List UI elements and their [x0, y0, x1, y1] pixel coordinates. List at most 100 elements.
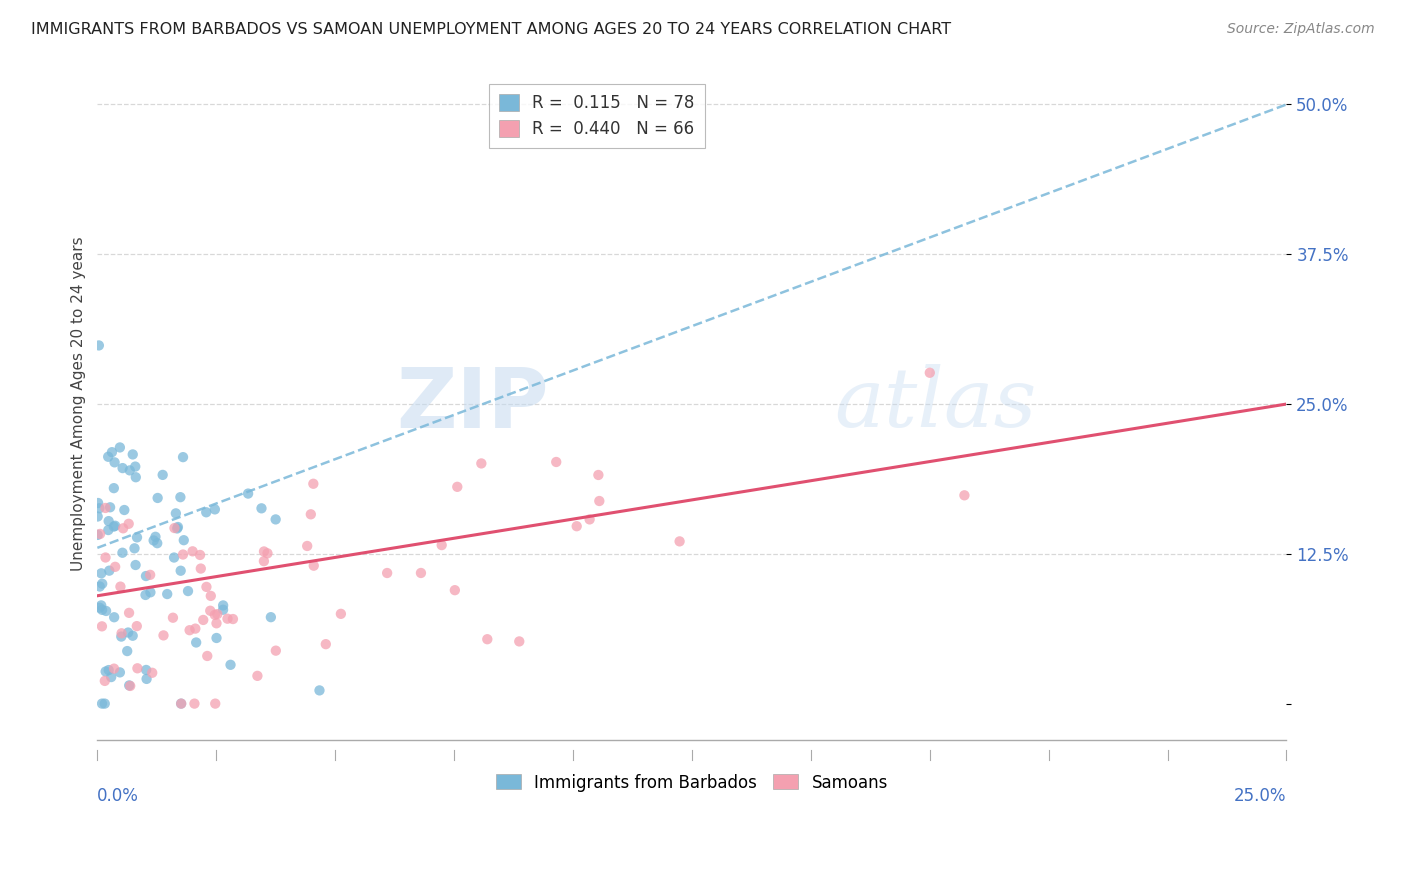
Point — [98, 564, 121, 578]
Point — [162, 611, 184, 625]
Point — [127, 661, 149, 675]
Point — [163, 550, 186, 565]
Point — [90, 566, 112, 581]
Point — [111, 546, 134, 560]
Point — [135, 569, 157, 583]
Text: IMMIGRANTS FROM BARBADOS VS SAMOAN UNEMPLOYMENT AMONG AGES 20 TO 24 YEARS CORREL: IMMIGRANTS FROM BARBADOS VS SAMOAN UNEMP… — [31, 22, 950, 37]
Point — [302, 558, 325, 573]
Point — [169, 490, 191, 504]
Point — [103, 481, 125, 495]
Point — [212, 603, 235, 617]
Point — [177, 584, 200, 599]
Point — [163, 521, 186, 535]
Point — [124, 459, 146, 474]
Text: atlas: atlas — [835, 364, 1038, 444]
Text: Source: ZipAtlas.com: Source: ZipAtlas.com — [1227, 22, 1375, 37]
Point — [588, 494, 610, 508]
Point — [565, 519, 588, 533]
Point — [94, 500, 117, 515]
Point — [124, 558, 146, 572]
Point — [172, 450, 194, 464]
Text: 0.0%: 0.0% — [97, 787, 139, 805]
Point — [110, 626, 132, 640]
Point — [108, 665, 131, 680]
Point — [87, 338, 110, 352]
Point — [205, 616, 228, 631]
Point — [260, 610, 283, 624]
Point — [302, 476, 325, 491]
Point — [91, 603, 114, 617]
Point — [142, 533, 165, 548]
Point — [477, 632, 499, 647]
Point — [205, 631, 228, 645]
Point — [110, 580, 132, 594]
Point — [124, 541, 146, 556]
Point — [120, 679, 142, 693]
Point — [112, 503, 135, 517]
Point — [125, 470, 148, 484]
Point — [117, 625, 139, 640]
Point — [170, 564, 193, 578]
Point — [89, 527, 111, 541]
Point — [546, 455, 568, 469]
Point — [183, 697, 205, 711]
Point — [219, 657, 242, 672]
Point — [409, 566, 432, 580]
Point — [97, 663, 120, 677]
Point — [86, 528, 108, 542]
Point — [186, 635, 208, 649]
Point — [90, 599, 112, 613]
Point — [588, 467, 610, 482]
Point — [91, 697, 114, 711]
Point — [86, 509, 108, 524]
Point — [100, 670, 122, 684]
Point — [89, 580, 111, 594]
Point — [91, 576, 114, 591]
Point — [103, 519, 125, 533]
Point — [188, 548, 211, 562]
Point — [87, 496, 110, 510]
Point — [446, 480, 468, 494]
Point — [104, 518, 127, 533]
Point — [94, 604, 117, 618]
Point — [256, 546, 278, 560]
Point — [166, 521, 188, 535]
Point — [375, 566, 398, 580]
Point — [121, 447, 143, 461]
Point — [200, 589, 222, 603]
Point — [94, 697, 117, 711]
Point — [179, 624, 201, 638]
Point — [173, 533, 195, 548]
Point — [668, 534, 690, 549]
Point — [170, 697, 193, 711]
Point — [156, 587, 179, 601]
Point — [253, 554, 276, 568]
Point — [118, 606, 141, 620]
Point — [118, 516, 141, 531]
Point — [315, 637, 337, 651]
Point — [94, 665, 117, 679]
Point — [89, 600, 111, 615]
Point — [118, 678, 141, 692]
Point — [204, 502, 226, 516]
Point — [97, 514, 120, 528]
Point — [184, 622, 207, 636]
Point — [115, 644, 138, 658]
Point — [152, 628, 174, 642]
Point — [94, 673, 117, 688]
Point — [250, 501, 273, 516]
Point — [139, 567, 162, 582]
Point — [135, 663, 157, 677]
Point — [299, 508, 322, 522]
Text: 25.0%: 25.0% — [1234, 787, 1286, 805]
Point — [200, 604, 222, 618]
Point — [167, 520, 190, 534]
Point — [295, 539, 318, 553]
Point — [508, 634, 530, 648]
Point — [139, 585, 162, 599]
Point — [103, 455, 125, 469]
Point — [172, 548, 194, 562]
Point — [97, 450, 120, 464]
Point — [118, 463, 141, 477]
Point — [170, 697, 193, 711]
